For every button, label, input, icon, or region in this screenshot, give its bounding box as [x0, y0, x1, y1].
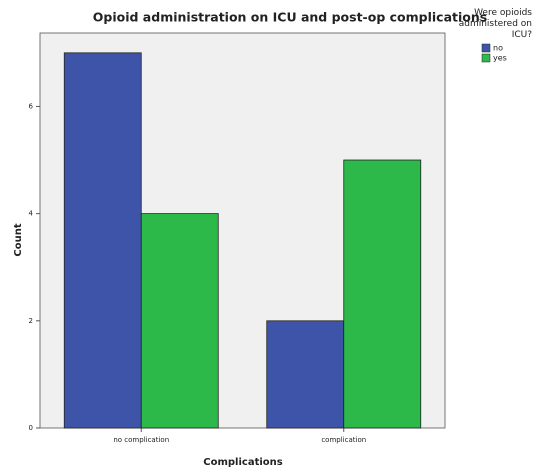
bar	[140, 213, 219, 429]
legend-swatch	[481, 43, 491, 53]
legend-swatch	[481, 53, 491, 63]
y-tick-label: 0	[29, 424, 33, 432]
x-tick-label: no complication	[113, 436, 169, 444]
legend-label: no	[493, 44, 503, 53]
x-axis-label: Complications	[203, 457, 283, 468]
bar	[343, 159, 422, 429]
y-tick-label: 4	[29, 210, 34, 218]
bar	[266, 320, 345, 429]
y-axis-label: Count	[13, 223, 24, 256]
chart-title: Opioid administration on ICU and post-op…	[93, 10, 487, 25]
x-tick-label: complication	[321, 436, 366, 444]
legend-title: Were opioids administered on ICU?	[458, 8, 532, 40]
legend-label: yes	[493, 54, 507, 63]
y-tick-label: 2	[29, 317, 33, 325]
bar	[63, 52, 142, 429]
y-tick-label: 6	[29, 102, 34, 110]
